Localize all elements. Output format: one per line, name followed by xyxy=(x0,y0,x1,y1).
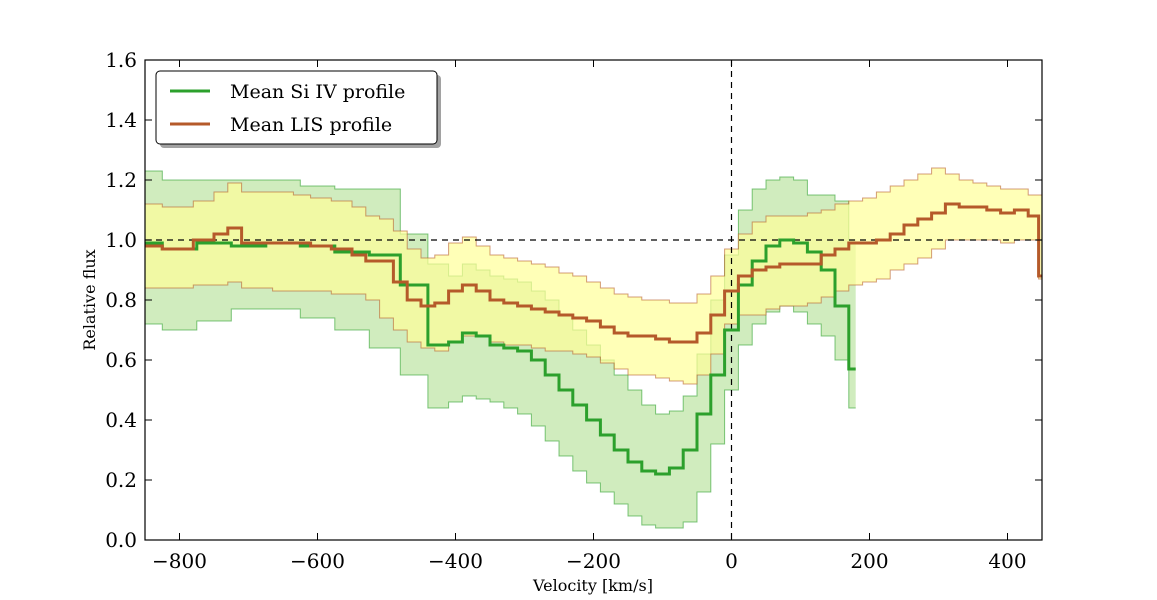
legend-label-si-iv: Mean Si IV profile xyxy=(230,81,405,103)
y-axis-label: Relative flux xyxy=(80,249,99,350)
x-tick-label: 200 xyxy=(850,549,888,573)
legend: Mean Si IV profile Mean LIS profile xyxy=(155,70,441,148)
band-lower-si-iv xyxy=(145,305,856,529)
axis-ticks: −800 −600 −400 −200 0 200 400 0.0 0.2 0.4 0.6 0.8 1.… xyxy=(105,48,1042,573)
y-tick-label: 0.4 xyxy=(105,408,137,432)
uncertainty-bands xyxy=(145,167,1042,529)
series-line-si-iv xyxy=(145,238,856,476)
x-tick-label: 0 xyxy=(725,549,738,573)
series-line-lis xyxy=(145,202,1042,344)
y-tick-label: 1.6 xyxy=(105,48,137,72)
x-tick-label: −800 xyxy=(152,549,207,573)
legend-box xyxy=(155,70,438,145)
band-lis xyxy=(145,168,1042,384)
x-tick-label: −200 xyxy=(566,549,621,573)
legend-label-lis: Mean LIS profile xyxy=(230,114,392,136)
series-lines xyxy=(145,202,1042,476)
y-tick-label: 0.0 xyxy=(105,528,137,552)
y-tick-label: 1.2 xyxy=(105,168,137,192)
x-tick-label: −600 xyxy=(290,549,345,573)
x-tick-label: 400 xyxy=(988,549,1026,573)
y-tick-label: 1.0 xyxy=(105,228,137,252)
plot-area xyxy=(145,60,1042,540)
y-tick-label: 0.6 xyxy=(105,348,137,372)
y-tick-label: 1.4 xyxy=(105,108,137,132)
y-tick-label: 0.2 xyxy=(105,468,137,492)
band-upper-lis xyxy=(145,167,1042,304)
x-tick-label: −400 xyxy=(428,549,483,573)
x-axis-label: Velocity [km/s] xyxy=(532,576,653,595)
band-lower-lis xyxy=(145,239,1042,385)
y-tick-label: 0.8 xyxy=(105,288,137,312)
reference-lines xyxy=(145,60,1042,540)
